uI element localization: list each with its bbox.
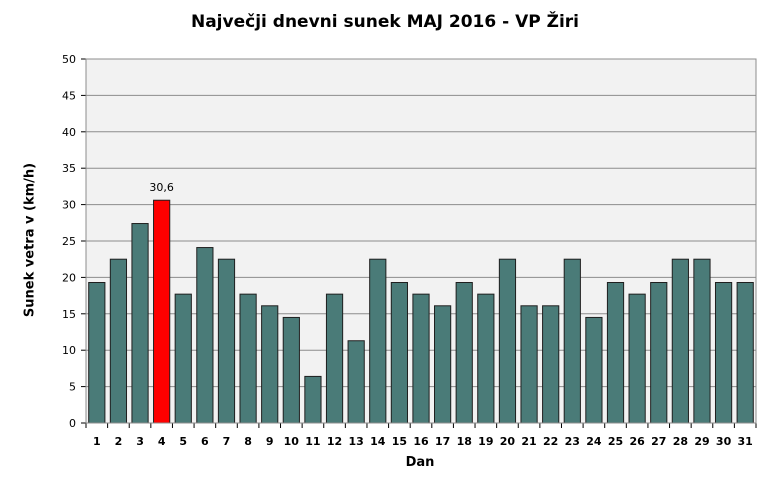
bar [304,375,322,424]
x-tick-label: 17 [435,435,450,448]
x-tick-label: 11 [305,435,320,448]
bar [109,258,128,424]
bar [628,293,646,424]
bar [217,258,236,424]
y-tick-label: 0 [69,417,76,430]
bar [412,293,430,424]
x-tick-label: 4 [158,435,166,448]
bar [520,305,538,424]
bar [174,293,192,424]
y-tick-label: 15 [62,308,76,321]
x-tick-label: 13 [349,435,364,448]
bar [455,282,473,424]
bar [196,247,214,424]
bar [736,282,754,424]
x-tick-label: 5 [179,435,187,448]
bar [477,293,495,424]
x-tick-label: 20 [500,435,516,448]
x-tick-label: 29 [694,435,709,448]
bar [131,223,149,424]
x-tick-label: 18 [457,435,472,448]
x-tick-label: 1 [93,435,101,448]
bar [369,258,387,424]
bar [261,305,279,424]
bar [563,258,581,424]
y-tick-label: 20 [62,271,76,284]
y-tick-label: 25 [62,235,76,248]
x-tick-label: 9 [266,435,274,448]
y-tick-label: 40 [62,126,76,139]
x-tick-label: 30 [716,435,732,448]
x-tick-label: 8 [244,435,252,448]
bar [585,316,603,424]
x-tick-label: 15 [392,435,407,448]
bar [88,282,106,424]
y-tick-label: 45 [62,89,76,102]
y-tick-label: 35 [62,162,76,175]
x-tick-label: 28 [673,435,688,448]
y-tick-label: 30 [62,199,76,212]
x-tick-label: 6 [201,435,209,448]
y-tick-label: 5 [69,381,76,394]
x-tick-label: 3 [136,435,144,448]
x-tick-label: 21 [521,435,536,448]
x-tick-label: 22 [543,435,558,448]
bar [606,282,625,424]
x-tick-label: 26 [629,435,645,448]
x-tick-label: 31 [738,435,753,448]
x-tick-label: 23 [565,435,580,448]
data-label: 30,6 [149,181,174,194]
bar [239,293,257,424]
y-tick-label: 50 [62,53,76,66]
bar [671,258,689,424]
x-axis-label: Dan [405,455,435,470]
bar [650,282,668,424]
bar [282,316,300,424]
x-tick-label: 19 [478,435,493,448]
bar [714,282,733,424]
x-tick-label: 7 [223,435,231,448]
x-tick-label: 10 [284,435,300,448]
bar [390,282,408,424]
x-tick-label: 16 [413,435,429,448]
bar [693,258,711,424]
x-tick-label: 12 [327,435,342,448]
x-tick-label: 14 [370,435,386,448]
chart-title: Največji dnevni sunek MAJ 2016 - VP Žiri [190,12,580,32]
bar-highlight [153,199,171,424]
bar [325,293,344,424]
x-tick-label: 24 [586,435,602,448]
bar [347,340,365,424]
plot-border [85,58,757,424]
bar [542,305,560,424]
bar [434,305,452,424]
x-tick-label: 25 [608,435,623,448]
x-tick-label: 2 [115,435,123,448]
x-tick-label: 27 [651,435,666,448]
bar [498,258,517,424]
y-tick-label: 10 [62,344,76,357]
